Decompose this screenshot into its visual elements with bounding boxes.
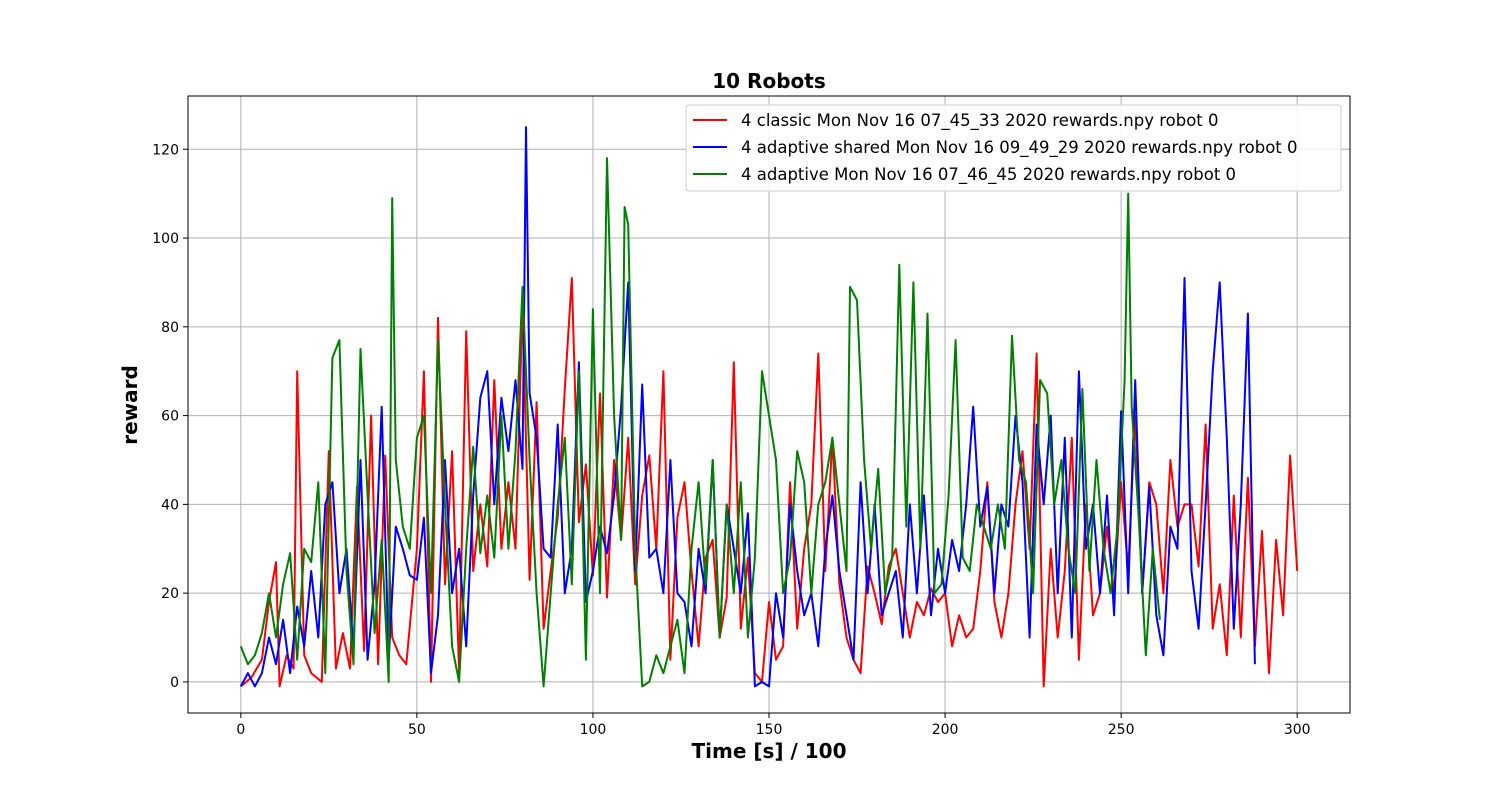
y-tick-label: 60 bbox=[161, 409, 179, 425]
y-axis-label: reward bbox=[118, 365, 142, 445]
x-axis-label: Time [s] / 100 bbox=[691, 739, 846, 763]
series-line-2 bbox=[239, 157, 1161, 688]
legend-label-2: 4 adaptive Mon Nov 16 07_46_45 2020 rewa… bbox=[741, 165, 1236, 185]
y-tick-label: 100 bbox=[152, 231, 179, 247]
y-tick-label: 40 bbox=[161, 497, 179, 513]
x-tick-label: 200 bbox=[932, 722, 959, 738]
y-tick-label: 120 bbox=[152, 142, 179, 158]
legend: 4 classic Mon Nov 16 07_45_33 2020 rewar… bbox=[685, 104, 1342, 192]
chart-title: 10 Robots bbox=[712, 69, 825, 93]
x-tick-label: 250 bbox=[1108, 722, 1135, 738]
x-tick-label: 50 bbox=[408, 722, 426, 738]
series-lines bbox=[239, 126, 1299, 688]
x-tick-label: 100 bbox=[580, 722, 607, 738]
x-tick-label: 300 bbox=[1284, 722, 1311, 738]
axis-ticks: 0 50 100 150 200 250 300 0 20 40 60 80 100 120 bbox=[152, 142, 1310, 738]
legend-label-1: 4 adaptive shared Mon Nov 16 09_49_29 20… bbox=[741, 138, 1298, 158]
y-tick-label: 80 bbox=[161, 320, 179, 336]
x-tick-label: 150 bbox=[756, 722, 783, 738]
y-tick-label: 0 bbox=[170, 675, 179, 691]
y-tick-label: 20 bbox=[161, 586, 179, 602]
x-tick-label: 0 bbox=[236, 722, 245, 738]
legend-label-0: 4 classic Mon Nov 16 07_45_33 2020 rewar… bbox=[741, 111, 1219, 131]
legend-box bbox=[685, 104, 1342, 192]
